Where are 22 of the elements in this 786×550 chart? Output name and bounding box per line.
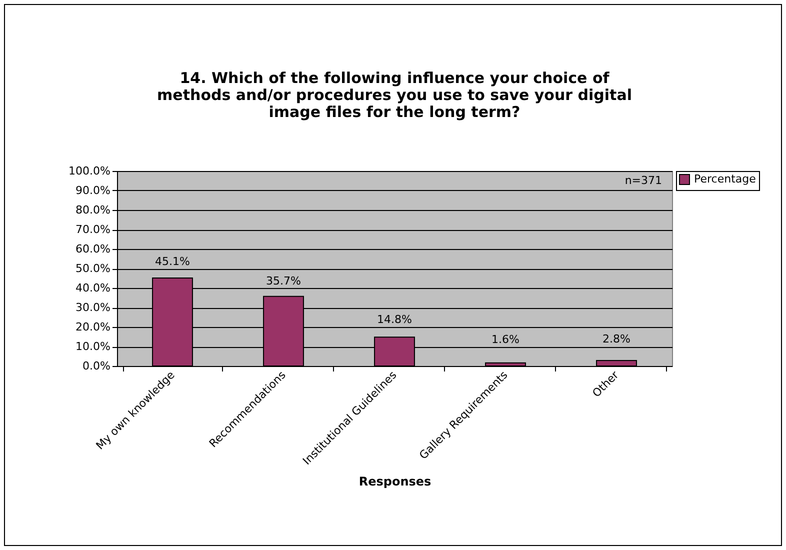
y-tick-label: 40.0% xyxy=(76,282,110,294)
annotation: n=371 xyxy=(624,174,662,187)
bar xyxy=(596,360,637,366)
y-tick-label: 80.0% xyxy=(76,204,110,216)
bar xyxy=(485,362,526,366)
y-tick-label: 70.0% xyxy=(76,223,110,236)
y-tick-label: 30.0% xyxy=(76,301,110,314)
y-tick-label: 90.0% xyxy=(76,184,110,197)
chart-title: 14. Which of the following influence your choice of methods and/or procedures you use to save your digital image files for the long term? xyxy=(157,69,632,121)
data-label: 1.6% xyxy=(492,332,520,346)
data-label: 2.8% xyxy=(602,332,630,346)
legend-label: Percentage xyxy=(694,172,756,186)
y-tick-label: 100.0% xyxy=(68,164,110,178)
y-tick-label: 50.0% xyxy=(76,262,110,275)
data-label: 35.7% xyxy=(266,274,301,288)
y-tick-label: 0.0% xyxy=(82,360,110,372)
y-tick-label: 10.0% xyxy=(76,340,110,353)
data-label: 45.1% xyxy=(155,255,190,268)
y-tick-label: 60.0% xyxy=(76,242,110,256)
x-axis-title: Responses xyxy=(358,474,432,489)
data-label: 14.8% xyxy=(377,313,412,326)
y-tick-label: 20.0% xyxy=(76,320,110,334)
